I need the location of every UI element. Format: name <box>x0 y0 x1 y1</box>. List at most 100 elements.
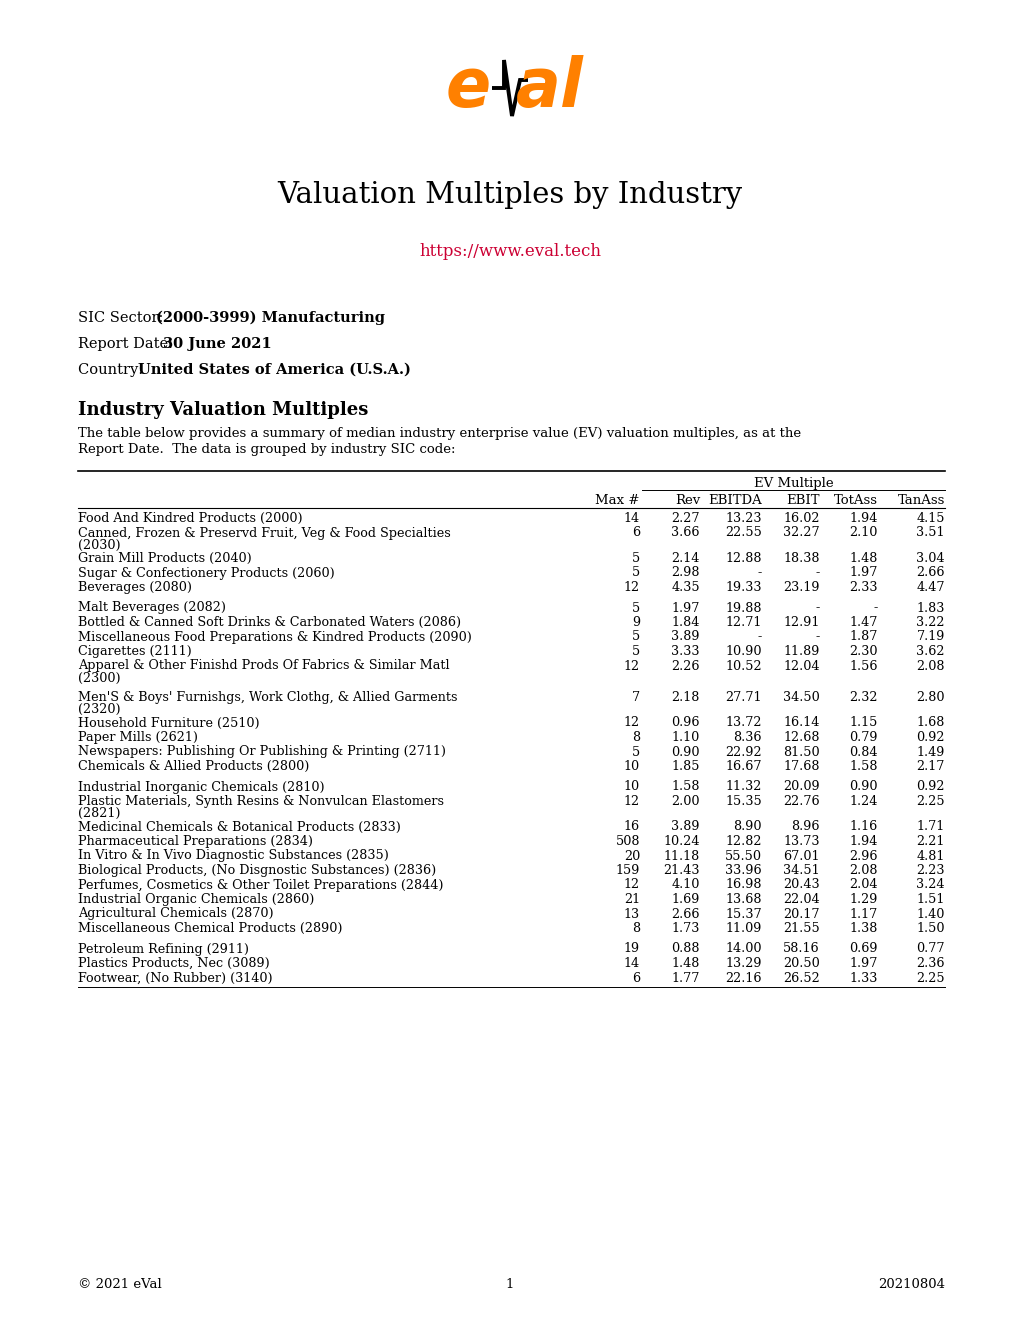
Text: 4.10: 4.10 <box>671 879 699 891</box>
Text: Canned, Frozen & Preservd Fruit, Veg & Food Specialties: Canned, Frozen & Preservd Fruit, Veg & F… <box>77 527 450 540</box>
Text: 12.88: 12.88 <box>725 552 761 565</box>
Text: 0.90: 0.90 <box>849 780 877 793</box>
Text: 5: 5 <box>631 566 639 579</box>
Text: EV Multiple: EV Multiple <box>753 477 833 490</box>
Text: 3.62: 3.62 <box>916 645 944 657</box>
Text: 7: 7 <box>631 690 639 704</box>
Text: 1.68: 1.68 <box>916 717 944 730</box>
Text: 11.32: 11.32 <box>725 780 761 793</box>
Text: 2.08: 2.08 <box>849 865 877 876</box>
Text: 0.79: 0.79 <box>849 731 877 744</box>
Text: Rev: Rev <box>675 495 699 507</box>
Text: 3.04: 3.04 <box>916 552 944 565</box>
Text: 3.33: 3.33 <box>671 645 699 657</box>
Text: 2.30: 2.30 <box>849 645 877 657</box>
Text: 23.19: 23.19 <box>783 581 819 594</box>
Text: Country:: Country: <box>77 363 152 378</box>
Text: 8: 8 <box>631 921 639 935</box>
Text: 1.51: 1.51 <box>916 894 944 906</box>
Text: 22.76: 22.76 <box>783 795 819 808</box>
Text: Paper Mills (2621): Paper Mills (2621) <box>77 731 198 744</box>
Text: 3.66: 3.66 <box>671 527 699 540</box>
Text: Industrial Inorganic Chemicals (2810): Industrial Inorganic Chemicals (2810) <box>77 780 324 793</box>
Text: 2.14: 2.14 <box>671 552 699 565</box>
Text: e: e <box>445 55 490 121</box>
Text: 27.71: 27.71 <box>725 690 761 704</box>
Text: In Vitro & In Vivo Diagnostic Substances (2835): In Vitro & In Vivo Diagnostic Substances… <box>77 850 388 862</box>
Text: 0.69: 0.69 <box>849 942 877 956</box>
Text: 5: 5 <box>631 602 639 615</box>
Text: 0.92: 0.92 <box>916 731 944 744</box>
Text: Food And Kindred Products (2000): Food And Kindred Products (2000) <box>77 512 303 525</box>
Text: 1.58: 1.58 <box>849 760 877 774</box>
Text: 0.96: 0.96 <box>671 717 699 730</box>
Text: 14.00: 14.00 <box>725 942 761 956</box>
Text: 2.00: 2.00 <box>671 795 699 808</box>
Text: 10.90: 10.90 <box>725 645 761 657</box>
Text: (2821): (2821) <box>77 807 120 820</box>
Text: 1.40: 1.40 <box>916 908 944 920</box>
Text: 3.89: 3.89 <box>671 631 699 644</box>
Text: 5: 5 <box>631 631 639 644</box>
Text: 1.97: 1.97 <box>671 602 699 615</box>
Text: 19: 19 <box>624 942 639 956</box>
Text: 2.25: 2.25 <box>915 795 944 808</box>
Text: 12.82: 12.82 <box>725 836 761 847</box>
Text: 0.77: 0.77 <box>916 942 944 956</box>
Text: 32.27: 32.27 <box>783 527 819 540</box>
Text: 15.35: 15.35 <box>725 795 761 808</box>
Text: Plastic Materials, Synth Resins & Nonvulcan Elastomers: Plastic Materials, Synth Resins & Nonvul… <box>77 795 443 808</box>
Text: 67.01: 67.01 <box>783 850 819 862</box>
Text: 2.21: 2.21 <box>916 836 944 847</box>
Text: 1.16: 1.16 <box>849 821 877 833</box>
Text: 12: 12 <box>624 717 639 730</box>
Text: 20.50: 20.50 <box>783 957 819 970</box>
Text: 12: 12 <box>624 581 639 594</box>
Text: Grain Mill Products (2040): Grain Mill Products (2040) <box>77 552 252 565</box>
Text: 2.08: 2.08 <box>916 660 944 672</box>
Text: Newspapers: Publishing Or Publishing & Printing (2711): Newspapers: Publishing Or Publishing & P… <box>77 746 445 759</box>
Text: -: - <box>815 602 819 615</box>
Text: 1.69: 1.69 <box>671 894 699 906</box>
Text: 13.68: 13.68 <box>725 894 761 906</box>
Text: 81.50: 81.50 <box>783 746 819 759</box>
Text: 10.24: 10.24 <box>662 836 699 847</box>
Text: 10: 10 <box>624 760 639 774</box>
Text: 11.18: 11.18 <box>663 850 699 862</box>
Text: 2.27: 2.27 <box>671 512 699 525</box>
Text: 1.87: 1.87 <box>849 631 877 644</box>
Text: 55.50: 55.50 <box>725 850 761 862</box>
Text: 2.36: 2.36 <box>916 957 944 970</box>
Text: 2.80: 2.80 <box>916 690 944 704</box>
Text: 1.48: 1.48 <box>849 552 877 565</box>
Text: Footwear, (No Rubber) (3140): Footwear, (No Rubber) (3140) <box>77 972 272 985</box>
Text: Beverages (2080): Beverages (2080) <box>77 581 192 594</box>
Text: 1.47: 1.47 <box>849 616 877 630</box>
Text: 16.02: 16.02 <box>783 512 819 525</box>
Text: 20210804: 20210804 <box>877 1279 944 1291</box>
Text: 6: 6 <box>631 527 639 540</box>
Text: 1.29: 1.29 <box>849 894 877 906</box>
Text: 17.68: 17.68 <box>783 760 819 774</box>
Text: Biological Products, (No Disgnostic Substances) (2836): Biological Products, (No Disgnostic Subs… <box>77 865 436 876</box>
Text: 16.98: 16.98 <box>725 879 761 891</box>
Text: 21.55: 21.55 <box>783 921 819 935</box>
Text: 2.26: 2.26 <box>671 660 699 672</box>
Text: 16: 16 <box>624 821 639 833</box>
Text: 58.16: 58.16 <box>783 942 819 956</box>
Text: 19.33: 19.33 <box>725 581 761 594</box>
Text: Report Date.  The data is grouped by industry SIC code:: Report Date. The data is grouped by indu… <box>77 444 455 457</box>
Text: 5: 5 <box>631 552 639 565</box>
Text: 21.43: 21.43 <box>662 865 699 876</box>
Text: -: - <box>757 566 761 579</box>
Text: (2030): (2030) <box>77 539 120 552</box>
Text: 13.72: 13.72 <box>725 717 761 730</box>
Text: Perfumes, Cosmetics & Other Toilet Preparations (2844): Perfumes, Cosmetics & Other Toilet Prepa… <box>77 879 443 891</box>
Text: 2.04: 2.04 <box>849 879 877 891</box>
Text: 0.90: 0.90 <box>671 746 699 759</box>
Text: 508: 508 <box>614 836 639 847</box>
Text: 5: 5 <box>631 746 639 759</box>
Text: 1.97: 1.97 <box>849 957 877 970</box>
Text: 1.49: 1.49 <box>916 746 944 759</box>
Text: 2.96: 2.96 <box>849 850 877 862</box>
